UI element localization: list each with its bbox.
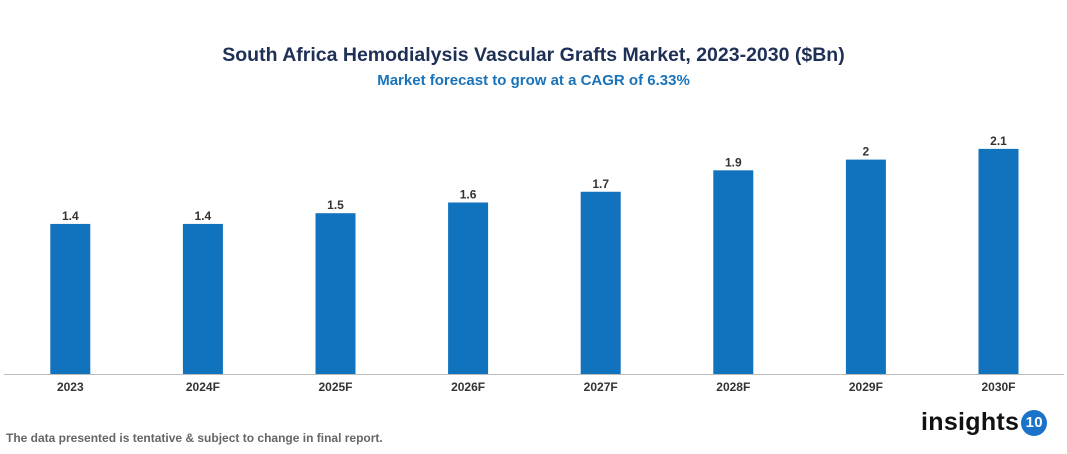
chart-title: South Africa Hemodialysis Vascular Graft… (222, 44, 845, 66)
data-label: 1.7 (592, 177, 609, 191)
bar-2023 (50, 223, 91, 374)
bar-2029F (845, 159, 886, 374)
disclaimer-note: The data presented is tentative & subjec… (6, 431, 383, 445)
bar-2024F (182, 223, 223, 374)
insights10-logo: insights 10 (921, 408, 1048, 437)
bar-2027F (580, 191, 621, 374)
chart-subtitle: Market forecast to grow at a CAGR of 6.3… (377, 72, 690, 89)
bar-2026F (448, 202, 489, 374)
x-tick-label: 2029F (849, 380, 883, 394)
data-label: 1.9 (725, 155, 742, 169)
x-tick-label: 2023 (57, 380, 84, 394)
data-label: 1.4 (195, 209, 212, 223)
bar-2030F (978, 148, 1019, 374)
bar-2025F (315, 213, 356, 374)
x-tick-label: 2025F (318, 380, 352, 394)
logo-text: insights (921, 408, 1020, 436)
x-tick-label: 2024F (186, 380, 220, 394)
bar-2028F (713, 170, 754, 374)
logo-badge: 10 (1021, 409, 1048, 436)
data-label: 2 (863, 145, 870, 159)
x-tick-label: 2027F (584, 380, 618, 394)
data-label: 1.4 (62, 209, 79, 223)
data-label: 1.6 (460, 187, 477, 201)
data-label: 1.5 (327, 198, 344, 212)
data-label: 2.1 (990, 134, 1007, 148)
x-tick-label: 2028F (716, 380, 750, 394)
x-tick-label: 2026F (451, 380, 485, 394)
x-tick-label: 2030F (981, 380, 1015, 394)
